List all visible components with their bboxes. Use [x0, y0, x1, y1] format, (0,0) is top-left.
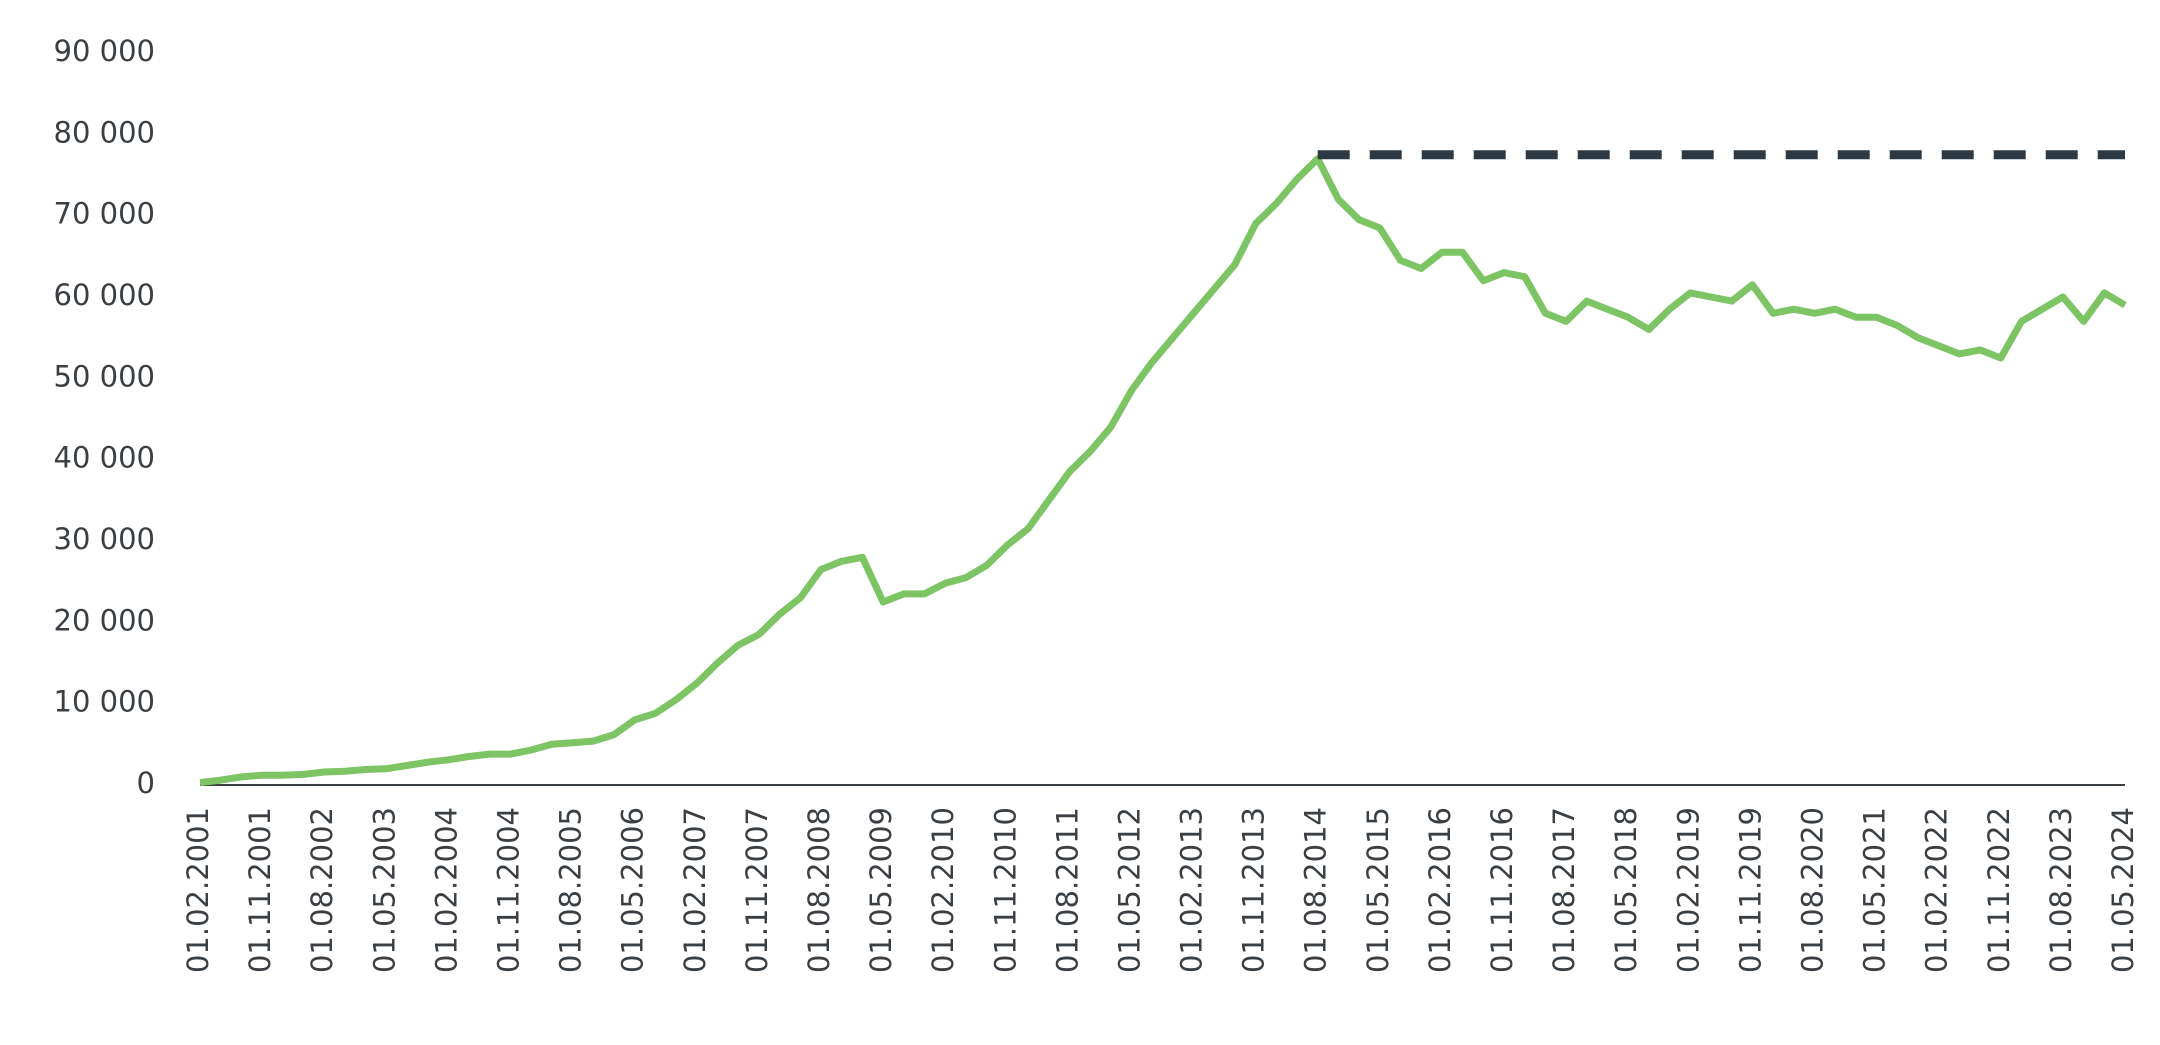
x-tick-label: 01.05.2024	[2106, 807, 2140, 973]
x-tick-label: 01.08.2017	[1547, 807, 1581, 973]
x-tick-label: 01.11.2019	[1733, 807, 1767, 973]
x-tick-label: 01.02.2016	[1423, 807, 1457, 973]
y-tick-label: 30 000	[54, 522, 155, 556]
x-tick-label: 01.02.2007	[678, 807, 712, 973]
y-tick-label: 0	[137, 766, 155, 800]
y-tick-label: 10 000	[54, 685, 155, 719]
x-tick-label: 01.08.2002	[305, 807, 339, 973]
x-tick-label: 01.08.2014	[1299, 807, 1333, 973]
x-tick-label: 01.08.2008	[802, 807, 836, 973]
x-tick-label: 01.08.2023	[2044, 807, 2078, 973]
x-tick-label: 01.08.2005	[554, 807, 588, 973]
x-tick-label: 01.02.2022	[1920, 807, 1954, 973]
y-tick-label: 60 000	[54, 278, 155, 312]
x-tick-label: 01.05.2012	[1112, 807, 1146, 973]
y-tick-label: 90 000	[54, 34, 155, 68]
x-tick-label: 01.08.2011	[1050, 807, 1084, 973]
x-tick-label: 01.05.2009	[864, 807, 898, 973]
x-tick-label: 01.11.2007	[740, 807, 774, 973]
x-tick-label: 01.02.2019	[1671, 807, 1705, 973]
x-tick-label: 01.11.2001	[243, 807, 277, 973]
x-tick-label: 01.08.2020	[1796, 807, 1830, 973]
x-tick-label: 01.05.2003	[367, 807, 401, 973]
x-tick-label: 01.02.2010	[926, 807, 960, 973]
y-tick-label: 40 000	[54, 441, 155, 475]
y-tick-label: 70 000	[54, 197, 155, 231]
x-tick-label: 01.11.2013	[1237, 807, 1271, 973]
x-tick-label: 01.11.2010	[988, 807, 1022, 973]
x-tick-label: 01.02.2013	[1175, 807, 1209, 973]
x-tick-label: 01.11.2022	[1982, 807, 2016, 973]
y-tick-label: 80 000	[54, 115, 155, 149]
x-tick-label: 01.11.2004	[491, 807, 525, 973]
x-tick-label: 01.05.2021	[1858, 807, 1892, 973]
x-tick-label: 01.05.2006	[616, 807, 650, 973]
y-tick-label: 20 000	[54, 603, 155, 637]
x-tick-label: 01.02.2001	[181, 807, 215, 973]
data-line	[199, 155, 2127, 787]
x-tick-label: 01.02.2004	[429, 807, 463, 973]
x-tick-label: 01.05.2018	[1609, 807, 1643, 973]
x-tick-label: 01.05.2015	[1361, 807, 1395, 973]
y-tick-label: 50 000	[54, 359, 155, 393]
x-tick-label: 01.11.2016	[1485, 807, 1519, 973]
